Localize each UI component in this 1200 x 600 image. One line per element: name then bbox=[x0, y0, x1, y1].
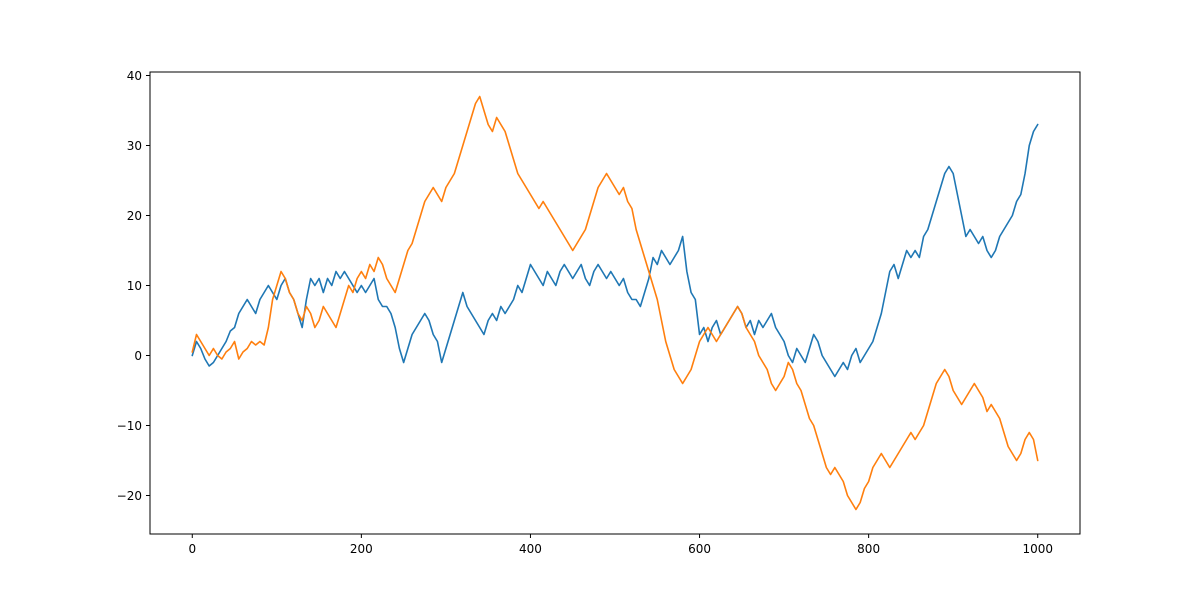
y-tick-label: 0 bbox=[134, 349, 142, 363]
x-tick-label: 0 bbox=[188, 542, 196, 556]
y-axis: −20 −10 0 10 20 30 40 bbox=[117, 69, 150, 503]
x-tick-label: 600 bbox=[688, 542, 711, 556]
y-tick-label: 10 bbox=[127, 279, 142, 293]
series-layer bbox=[191, 95, 1039, 511]
series-line-2 bbox=[191, 95, 1039, 511]
y-tick-label: −10 bbox=[117, 419, 142, 433]
series-line-1 bbox=[191, 123, 1039, 378]
y-tick-label: 30 bbox=[127, 139, 142, 153]
x-tick-label: 200 bbox=[350, 542, 373, 556]
x-tick-label: 400 bbox=[519, 542, 542, 556]
y-tick-label: 40 bbox=[127, 69, 142, 83]
y-tick-label: 20 bbox=[127, 209, 142, 223]
x-tick-label: 1000 bbox=[1022, 542, 1053, 556]
x-axis: 0 200 400 600 800 1000 bbox=[188, 534, 1053, 556]
plot-frame bbox=[149, 71, 1081, 535]
y-tick-label: −20 bbox=[117, 489, 142, 503]
x-tick-label: 800 bbox=[857, 542, 880, 556]
